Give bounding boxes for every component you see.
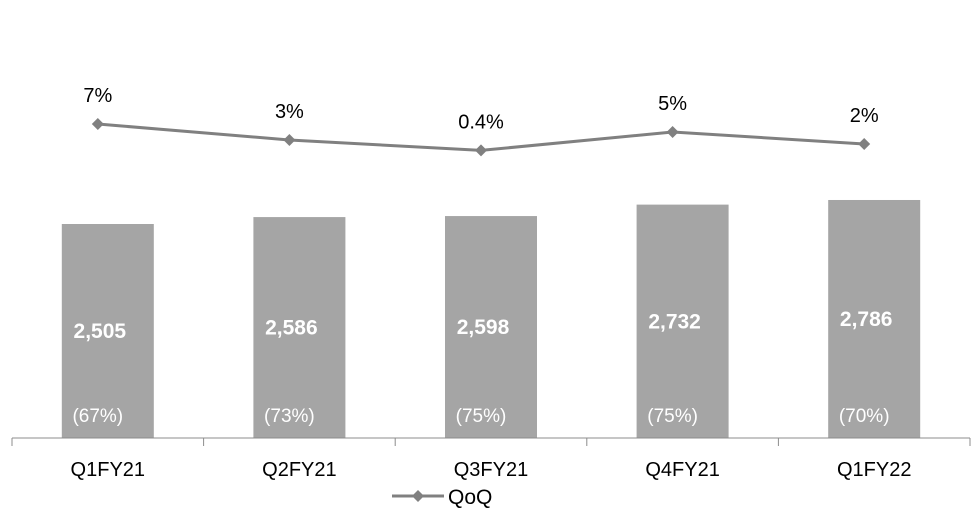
bar-value-label: 2,505 bbox=[74, 320, 127, 343]
bar-share-labels: (67%) (73%) (75%) (75%) (70%) bbox=[72, 406, 889, 427]
bar-value-label: 2,732 bbox=[648, 310, 701, 333]
legend-qoq-marker bbox=[412, 490, 424, 502]
qoq-marker bbox=[283, 134, 296, 146]
qoq-data-label: 5% bbox=[658, 93, 687, 115]
bar-q1fy21 bbox=[61, 224, 154, 438]
x-axis-tick-labels: Q1FY21 Q2FY21 Q3FY21 Q4FY21 Q1FY22 bbox=[71, 459, 912, 481]
legend: QoQ bbox=[392, 486, 492, 509]
bar-value-label: 2,586 bbox=[265, 317, 318, 340]
qoq-data-label: 0.4% bbox=[458, 111, 504, 133]
bar-q1fy22 bbox=[828, 199, 921, 438]
legend-qoq-label: QoQ bbox=[448, 486, 492, 509]
qoq-data-label: 2% bbox=[850, 105, 879, 127]
x-tick-label: Q1FY22 bbox=[837, 459, 911, 481]
qoq-data-label: 7% bbox=[83, 85, 112, 107]
qoq-marker bbox=[91, 118, 104, 130]
x-tick-label: Q1FY21 bbox=[71, 459, 145, 481]
x-axis-tick-marks bbox=[11, 438, 971, 446]
bar-q2fy21 bbox=[253, 217, 346, 438]
bar-value-label: 2,598 bbox=[457, 316, 510, 339]
qoq-data-label: 3% bbox=[275, 101, 304, 123]
x-tick-label: Q3FY21 bbox=[454, 459, 528, 481]
bar-q4fy21 bbox=[636, 204, 729, 438]
qoq-marker bbox=[858, 138, 871, 150]
qoq-data-labels: 7% 3% 0.4% 5% 2% bbox=[83, 85, 879, 133]
bar-share-label: (75%) bbox=[456, 406, 507, 427]
bar-series bbox=[61, 199, 921, 438]
bar-q3fy21 bbox=[445, 216, 537, 438]
bar-share-label: (75%) bbox=[647, 406, 698, 427]
x-tick-label: Q4FY21 bbox=[645, 459, 719, 481]
qoq-marker bbox=[666, 126, 679, 138]
bar-value-labels: 2,505 2,586 2,598 2,732 2,786 bbox=[74, 308, 893, 343]
bar-value-label: 2,786 bbox=[840, 308, 893, 331]
bar-share-label: (67%) bbox=[72, 406, 123, 427]
qoq-line-series bbox=[91, 118, 871, 157]
qoq-marker bbox=[475, 144, 487, 157]
x-tick-label: Q2FY21 bbox=[262, 459, 336, 481]
bar-share-label: (73%) bbox=[264, 406, 315, 427]
bar-share-label: (70%) bbox=[839, 406, 890, 427]
